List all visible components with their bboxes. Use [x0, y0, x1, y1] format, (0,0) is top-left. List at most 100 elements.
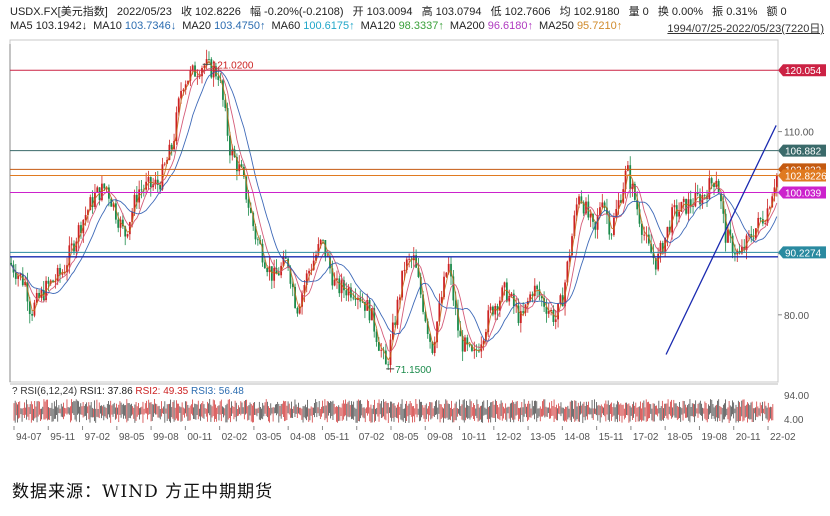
candle-body: [105, 187, 108, 189]
y-tick-label: 110.00: [784, 128, 814, 139]
candle-body: [154, 179, 157, 185]
candle-body: [19, 273, 22, 276]
candle-body: [620, 200, 622, 203]
candle-body: [361, 301, 364, 303]
candle-body: [661, 242, 664, 254]
candle-body: [673, 205, 676, 208]
x-tick-label: 05-11: [324, 432, 349, 443]
candle-body: [440, 297, 443, 303]
x-tick-label: 20-11: [736, 432, 761, 443]
candle-body: [184, 84, 187, 90]
candle-body: [503, 282, 506, 288]
candle-body: [571, 236, 573, 256]
x-tick-label: 12-02: [496, 432, 522, 443]
candle-body: [578, 196, 580, 205]
hline-tag: 120.054: [778, 64, 826, 77]
candle-body: [761, 219, 764, 224]
candle-body: [108, 187, 110, 199]
candle-body: [517, 305, 520, 324]
candle-body: [629, 165, 632, 190]
candle-body: [708, 178, 711, 200]
candle-body: [515, 305, 518, 307]
candle-body: [231, 149, 234, 156]
candle-body: [552, 309, 555, 322]
date-range[interactable]: 1994/07/25-2022/05/23(7220日): [667, 23, 824, 35]
candle-body: [38, 292, 40, 298]
open-label: 开 103.0094: [352, 6, 413, 18]
hline-tag: 102.8226: [778, 169, 827, 182]
candle-body: [675, 205, 678, 217]
candle-body: [208, 59, 210, 60]
candle-body: [722, 201, 725, 214]
candle-body: [759, 217, 762, 220]
close-label: 收 102.8226: [180, 6, 241, 18]
candle-body: [10, 262, 13, 265]
ma-legend-ma20: MA20 103.4750↑: [182, 20, 266, 32]
candle-body: [638, 209, 641, 224]
candle-body: [261, 243, 264, 263]
ma-legend-ma250: MA250 95.7210↑: [539, 20, 623, 32]
candle-body: [505, 282, 508, 302]
x-tick-label: 07-02: [359, 432, 385, 443]
candles: [10, 49, 778, 373]
candle-body: [156, 179, 159, 186]
candle-body: [466, 337, 469, 345]
chart-svg: 80.0090.00100.00110.00120.054106.882103.…: [9, 39, 827, 443]
candle-body: [710, 178, 713, 184]
candle-body: [161, 164, 164, 190]
candle-body: [294, 286, 296, 308]
candle-body: [724, 213, 727, 243]
candle-body: [668, 226, 671, 233]
ma-legend-ma200: MA200 96.6180↑: [449, 20, 534, 32]
candle-body: [256, 239, 259, 241]
annotation-label: 121.0200: [212, 60, 254, 71]
candle-body: [263, 262, 266, 269]
ma-line-mid: [10, 66, 778, 353]
candle-body: [766, 208, 769, 224]
candle-body: [671, 207, 674, 233]
candle-body: [317, 244, 320, 255]
candle-body: [380, 349, 383, 351]
candle-body: [473, 349, 476, 351]
candle-body: [31, 314, 34, 316]
candle-body: [752, 237, 755, 239]
candle-body: [696, 192, 699, 195]
candle-body: [650, 243, 653, 254]
candle-body: [254, 226, 257, 240]
candle-body: [582, 202, 585, 214]
candle-body: [538, 289, 541, 297]
annotation-label: 71.1500: [395, 365, 432, 376]
candle-body: [135, 194, 138, 203]
candle-body: [26, 281, 29, 302]
candle-body: [396, 299, 399, 325]
candle-body: [501, 287, 504, 301]
candle-body: [89, 197, 92, 211]
candle-body: [464, 337, 466, 352]
x-tick-label: 08-05: [393, 432, 419, 443]
candle-body: [566, 261, 569, 283]
candle-body: [131, 211, 134, 223]
candle-body: [308, 270, 310, 274]
candle-body: [182, 89, 185, 91]
candle-body: [450, 263, 452, 277]
candle-body: [303, 285, 306, 294]
candle-body: [587, 201, 590, 218]
candle-body: [319, 239, 322, 245]
candle-body: [236, 157, 238, 172]
candle-body: [224, 99, 227, 109]
x-tick-label: 95-11: [50, 432, 75, 443]
candle-body: [461, 336, 464, 352]
candle-body: [699, 194, 701, 205]
candle-body: [545, 306, 548, 314]
rsi-tick-label: 4.00: [784, 415, 804, 426]
candle-body: [405, 259, 408, 271]
symbol-label[interactable]: USDX.FX[美元指数]: [10, 6, 108, 18]
candle-body: [212, 66, 215, 78]
x-tick-label: 02-02: [222, 432, 248, 443]
candle-body: [238, 164, 241, 172]
candle-body: [287, 258, 290, 268]
candle-body: [636, 199, 639, 210]
candle-body: [433, 342, 436, 354]
candle-body: [657, 253, 660, 270]
candle-body: [459, 330, 462, 337]
